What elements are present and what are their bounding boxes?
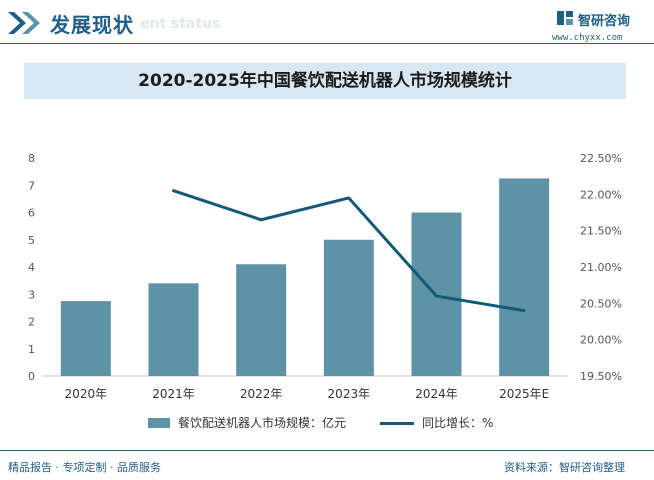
bar bbox=[60, 301, 111, 376]
x-tick-label: 2021年 bbox=[152, 387, 195, 401]
legend-bar-swatch bbox=[148, 418, 170, 428]
y-left-tick-label: 0 bbox=[28, 370, 35, 383]
header-divider bbox=[0, 43, 654, 44]
legend-line-label: 同比增长：% bbox=[422, 416, 494, 430]
x-tick-label: 2020年 bbox=[65, 387, 108, 401]
section-title: 发展现状 bbox=[50, 13, 134, 37]
legend-line-swatch bbox=[380, 422, 414, 425]
chevron-double-icon bbox=[8, 12, 40, 34]
y-left-tick-label: 1 bbox=[28, 343, 35, 356]
bar bbox=[236, 264, 287, 376]
chart-title: 2020-2025年中国餐饮配送机器人市场规模统计 bbox=[138, 71, 512, 91]
y-right-tick-label: 21.00% bbox=[580, 261, 622, 274]
chart-title-band: 2020-2025年中国餐饮配送机器人市场规模统计 bbox=[24, 63, 626, 99]
x-tick-label: 2025年E bbox=[499, 387, 549, 401]
page-header: ent status 发展现状 bbox=[0, 0, 654, 46]
y-left-tick-label: 5 bbox=[28, 234, 35, 247]
y-left-tick-label: 3 bbox=[28, 288, 35, 301]
brand-logo-icon bbox=[557, 11, 573, 25]
footer-tagline: 精品报告 · 专项定制 · 品质服务 bbox=[8, 461, 161, 474]
y-right-tick-label: 20.50% bbox=[580, 297, 622, 310]
header-subtitle: ent status bbox=[140, 16, 221, 32]
y-right-tick-label: 21.50% bbox=[580, 225, 622, 238]
bar bbox=[499, 178, 550, 376]
x-tick-label: 2022年 bbox=[240, 387, 283, 401]
y-right-tick-label: 19.50% bbox=[580, 370, 622, 383]
footer-source: 资料来源：智研咨询整理 bbox=[504, 461, 625, 474]
bar bbox=[148, 283, 199, 376]
page-footer: 精品报告 · 专项定制 · 品质服务 资料来源：智研咨询整理 bbox=[0, 450, 654, 480]
y-right-tick-label: 20.00% bbox=[580, 334, 622, 347]
y-left-tick-label: 2 bbox=[28, 316, 35, 329]
brand-name: 智研咨询 bbox=[578, 14, 631, 29]
y-right-tick-label: 22.00% bbox=[580, 188, 622, 201]
x-tick-label: 2023年 bbox=[328, 387, 371, 401]
x-tick-label: 2024年 bbox=[415, 387, 458, 401]
bar bbox=[323, 239, 374, 376]
chart-legend: 餐饮配送机器人市场规模：亿元 同比增长：% bbox=[0, 410, 654, 434]
chart-plot: 0 1 2 3 4 5 6 7 8 19.50% 20.00% 20.50% 21.00% 21.50% 2… bbox=[28, 152, 622, 401]
y-left-tick-label: 4 bbox=[28, 261, 35, 274]
footer-divider bbox=[0, 450, 654, 451]
brand-url: www.chyxx.com bbox=[552, 33, 623, 43]
growth-line bbox=[172, 189, 526, 313]
legend-bar-label: 餐饮配送机器人市场规模：亿元 bbox=[178, 416, 347, 430]
y-left-tick-label: 8 bbox=[28, 152, 35, 165]
y-right-tick-label: 22.50% bbox=[580, 152, 622, 165]
y-left-tick-label: 7 bbox=[28, 179, 35, 192]
y-left-tick-label: 6 bbox=[28, 207, 35, 220]
